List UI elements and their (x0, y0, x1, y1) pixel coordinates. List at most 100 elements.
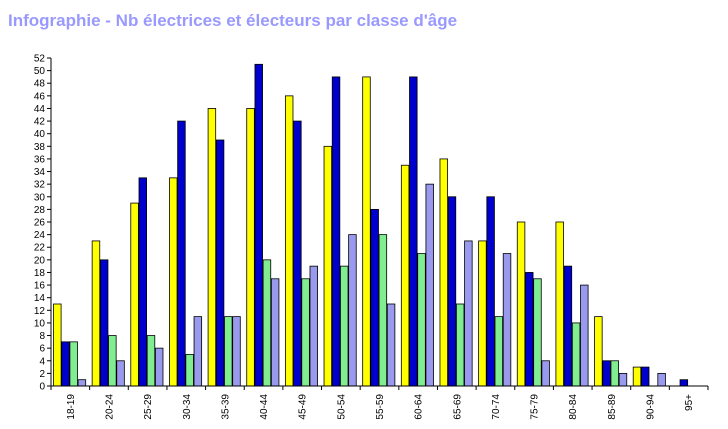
y-tick-label: 30 (34, 192, 46, 203)
bar (340, 265, 349, 387)
y-tick-label: 24 (34, 230, 46, 241)
y-tick-label: 8 (39, 331, 45, 342)
bar (323, 145, 333, 387)
bar (262, 259, 272, 387)
y-tick-label: 46 (34, 91, 46, 102)
y-tick-label: 12 (34, 306, 46, 317)
bar (232, 316, 241, 387)
y-tick-label: 18 (34, 268, 46, 279)
bar (246, 108, 255, 387)
y-tick-label: 2 (39, 369, 45, 380)
bar (610, 360, 619, 387)
x-tick-label: 18-19 (66, 394, 77, 420)
bar (541, 360, 550, 387)
bar (116, 360, 125, 387)
y-tick-label: 28 (34, 205, 46, 216)
bar (417, 253, 426, 387)
bar (270, 278, 280, 387)
bar (478, 240, 487, 387)
y-tick-label: 20 (34, 255, 46, 266)
y-tick-label: 36 (34, 154, 46, 165)
bar (224, 316, 233, 387)
bar (284, 95, 294, 387)
bar (91, 240, 101, 387)
bar (99, 259, 109, 387)
y-tick-label: 52 (34, 54, 46, 65)
bar (185, 354, 194, 387)
x-tick-label: 35-39 (220, 394, 231, 420)
bar (409, 76, 418, 387)
x-tick-label: 55-59 (375, 394, 386, 420)
y-tick-label: 50 (34, 66, 46, 77)
bar (516, 221, 526, 387)
y-tick-label: 22 (34, 243, 46, 254)
bar (215, 139, 225, 387)
bar (362, 76, 371, 387)
bar (331, 76, 341, 387)
y-tick-label: 16 (34, 281, 46, 292)
bar (378, 234, 388, 387)
y-tick-label: 48 (34, 79, 46, 90)
bar (580, 284, 589, 387)
bar (146, 335, 156, 387)
y-tick-label: 6 (39, 344, 45, 355)
x-tick-label: 30-34 (182, 394, 193, 420)
x-tick-label: 65-69 (452, 394, 463, 420)
bar (108, 335, 117, 387)
bar (254, 63, 263, 387)
y-tick-label: 38 (34, 142, 46, 153)
y-tick-label: 4 (39, 356, 45, 367)
x-tick-label: 45-49 (298, 394, 309, 420)
bar (533, 278, 542, 387)
bar (439, 158, 448, 387)
bar (154, 347, 164, 387)
bar (425, 183, 434, 387)
bar (138, 177, 147, 387)
bar (594, 316, 603, 387)
y-tick-label: 10 (34, 318, 46, 329)
y-tick-label: 0 (39, 382, 45, 393)
bar (464, 240, 473, 387)
bar (571, 322, 581, 387)
bar (348, 234, 357, 387)
bar (309, 265, 318, 387)
x-tick-label: 60-64 (414, 394, 425, 420)
bar (177, 120, 186, 387)
bar (301, 278, 310, 387)
bar (61, 341, 70, 387)
y-tick-label: 42 (34, 117, 46, 128)
y-tick-label: 34 (34, 167, 46, 178)
bar (207, 108, 217, 387)
bar (525, 272, 534, 387)
bar (293, 120, 302, 387)
bar (370, 208, 379, 387)
bar (641, 366, 650, 387)
x-tick-label: 85-89 (607, 394, 618, 420)
bar (632, 366, 642, 387)
x-tick-label: 90-94 (646, 394, 657, 420)
bar (494, 316, 504, 387)
bar (618, 372, 628, 387)
y-tick-label: 14 (34, 293, 46, 304)
bars (53, 63, 689, 387)
y-axis-ticks: 0246810121416182022242628303234363840424… (34, 54, 51, 393)
bar (502, 253, 512, 387)
x-tick-label: 70-74 (491, 394, 502, 420)
x-tick-label: 20-24 (104, 394, 115, 420)
x-tick-label: 95+ (684, 394, 695, 411)
bar (602, 360, 611, 387)
bar (400, 164, 410, 387)
y-tick-label: 40 (34, 129, 46, 140)
y-tick-label: 32 (34, 180, 46, 191)
bar (386, 303, 396, 387)
bar (193, 316, 203, 387)
y-tick-label: 44 (34, 104, 46, 115)
bar (130, 202, 139, 387)
bar (555, 221, 564, 387)
x-axis-ticks: 18-19 20-24 25-29 30-34 35-39 40-44 45-49 50-54… (50, 386, 709, 420)
bar (679, 379, 689, 387)
bar (563, 265, 573, 387)
bar (486, 196, 495, 387)
x-tick-label: 80-84 (568, 394, 579, 420)
chart-title: Infographie - Nb électrices et électeurs… (8, 11, 458, 30)
